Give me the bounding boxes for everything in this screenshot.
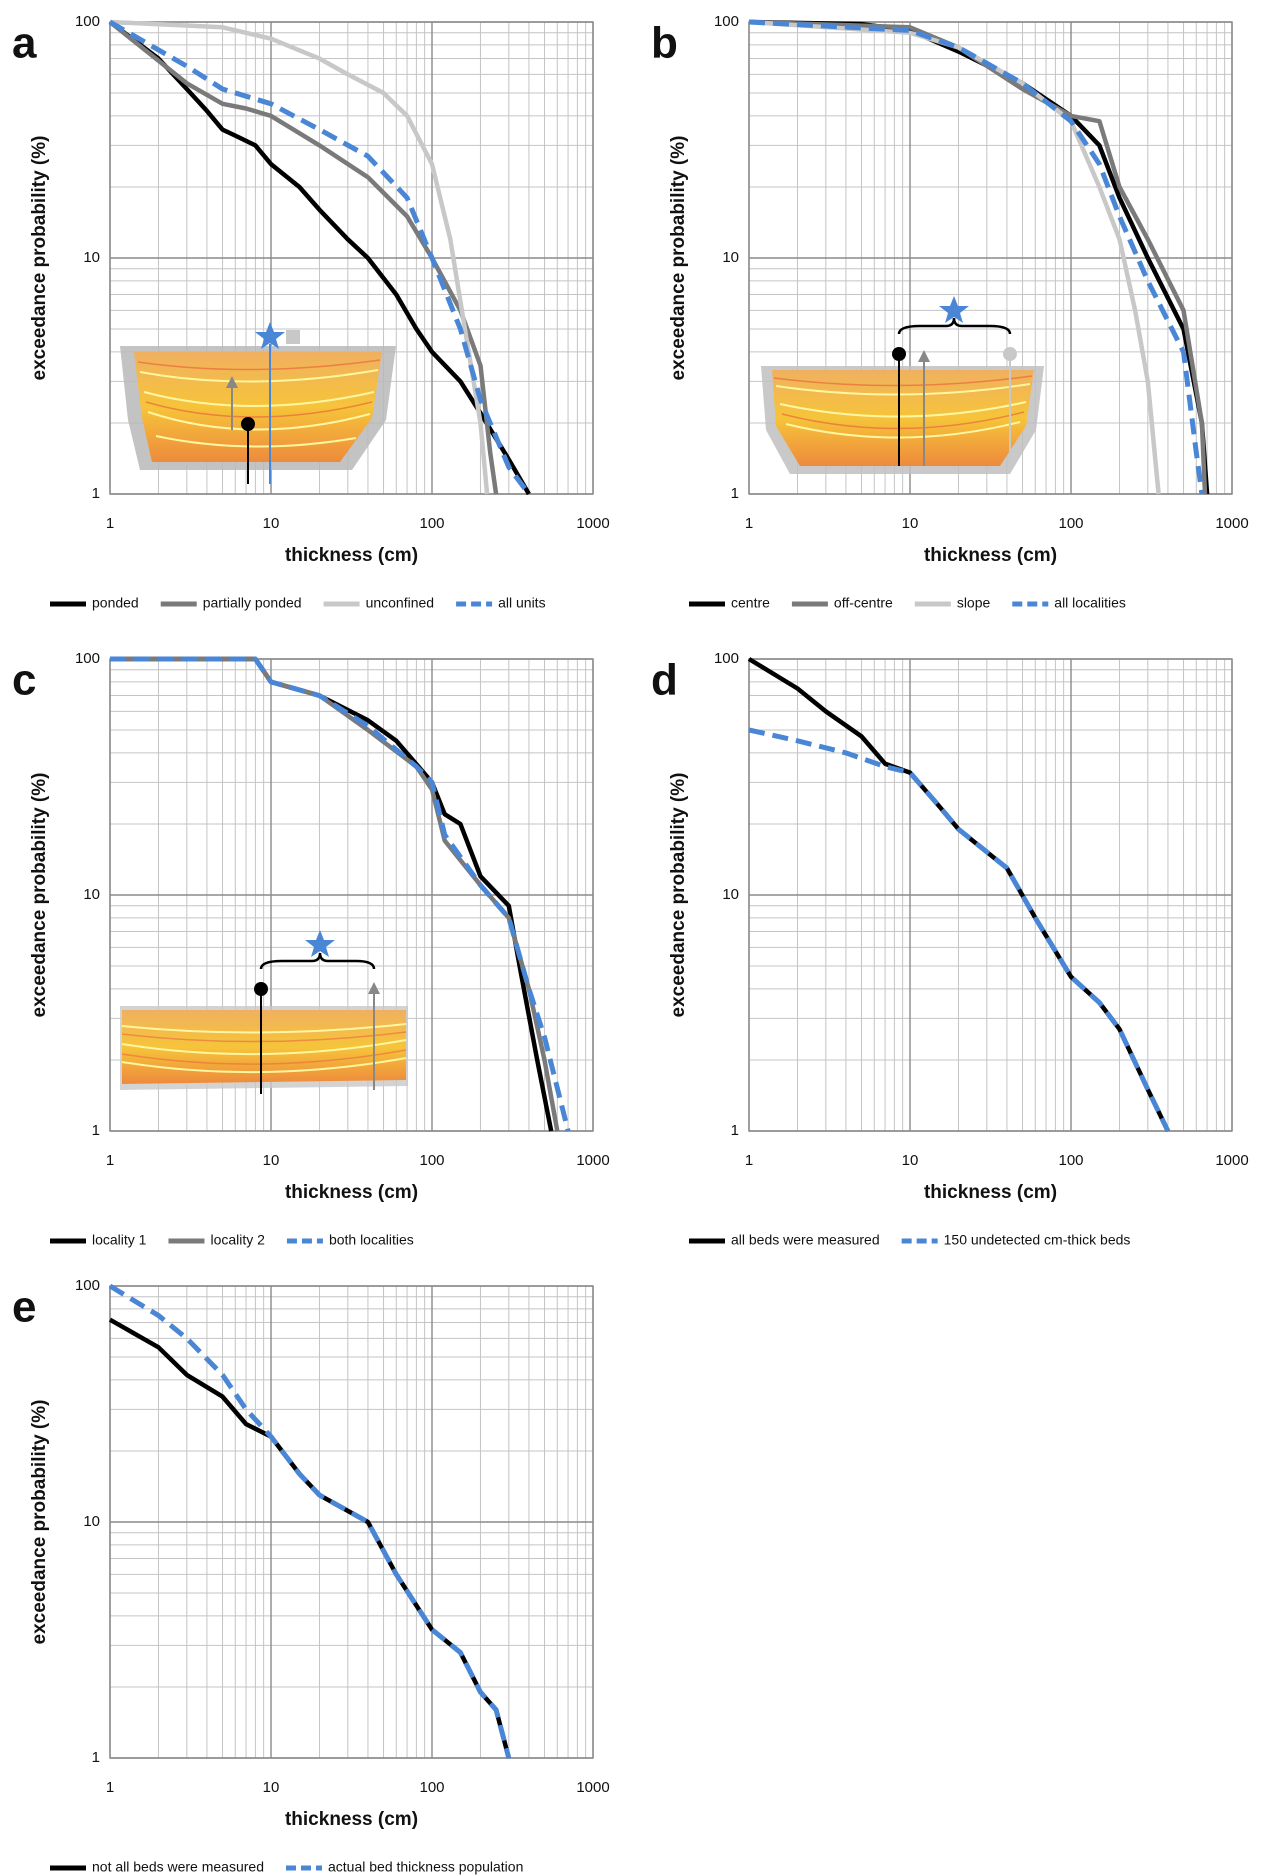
legend-label: locality 2 xyxy=(210,1232,265,1248)
y-tick-label: 10 xyxy=(722,249,739,266)
x-tick-label: 1 xyxy=(106,515,114,532)
y-axis-label: exceedance probability (%) xyxy=(29,136,50,381)
legend-label: not all beds were measured xyxy=(92,1859,264,1875)
panel-label: a xyxy=(12,19,37,68)
y-tick-label: 10 xyxy=(83,886,100,903)
y-tick-label: 1 xyxy=(92,1749,100,1766)
legend-label: all units xyxy=(498,595,545,611)
x-tick-label: 1000 xyxy=(576,1779,609,1796)
series-line xyxy=(109,19,490,495)
y-axis-label: exceedance probability (%) xyxy=(668,136,689,381)
x-tick-label: 100 xyxy=(1058,1152,1083,1169)
data-layer xyxy=(108,19,1210,1759)
y-tick-label: 1 xyxy=(731,485,739,502)
series-line xyxy=(108,20,499,495)
x-axis-label: thickness (cm) xyxy=(285,545,418,566)
grid-layer xyxy=(109,21,1233,1759)
x-tick-label: 1000 xyxy=(1215,1152,1248,1169)
legend-label: locality 1 xyxy=(92,1232,147,1248)
x-axis-label: thickness (cm) xyxy=(924,545,1057,566)
x-tick-label: 100 xyxy=(419,1779,444,1796)
panel-label: b xyxy=(651,19,678,68)
x-tick-label: 10 xyxy=(263,515,280,532)
y-tick-label: 1 xyxy=(731,1122,739,1139)
series-line xyxy=(748,19,1161,495)
panel-label: c xyxy=(12,656,36,705)
y-axis-label: exceedance probability (%) xyxy=(29,773,50,1018)
x-tick-label: 1 xyxy=(745,1152,753,1169)
legend-label: centre xyxy=(731,595,770,611)
x-tick-label: 10 xyxy=(902,515,919,532)
x-tick-label: 1000 xyxy=(576,1152,609,1169)
legend-label: actual bed thickness population xyxy=(328,1859,523,1875)
x-tick-label: 1 xyxy=(745,515,753,532)
legend-label: both localities xyxy=(329,1232,414,1248)
y-tick-label: 100 xyxy=(75,13,100,30)
series-line xyxy=(110,656,571,1132)
inset-diagram xyxy=(761,296,1044,474)
y-tick-label: 10 xyxy=(722,886,739,903)
insets xyxy=(120,296,1044,1094)
y-tick-label: 100 xyxy=(75,650,100,667)
legend-label: partially ponded xyxy=(203,595,302,611)
y-tick-label: 100 xyxy=(75,1277,100,1294)
x-tick-label: 1 xyxy=(106,1152,114,1169)
plot-frame xyxy=(109,1285,594,1759)
x-tick-label: 1000 xyxy=(576,515,609,532)
inset-diagram xyxy=(120,322,396,484)
x-tick-label: 10 xyxy=(263,1779,280,1796)
series-line xyxy=(108,20,531,496)
y-tick-label: 10 xyxy=(83,249,100,266)
y-axis-label: exceedance probability (%) xyxy=(29,1400,50,1645)
plot-frame xyxy=(109,658,594,1132)
x-axis-label: thickness (cm) xyxy=(285,1182,418,1203)
text-layer: 1 10 100 1000 1 10 100 a thickness (cm) exceedanc… xyxy=(12,13,1249,1875)
legend-label: all localities xyxy=(1054,595,1126,611)
x-axis-label: thickness (cm) xyxy=(924,1182,1057,1203)
legend-label: slope xyxy=(957,595,991,611)
plot-frame xyxy=(748,658,1233,1132)
x-axis-label: thickness (cm) xyxy=(285,1809,418,1830)
legend-label: off-centre xyxy=(834,595,893,611)
plot-frame xyxy=(109,21,594,495)
plot-frame xyxy=(748,21,1233,495)
x-tick-label: 100 xyxy=(419,1152,444,1169)
series-line xyxy=(748,727,1171,1133)
y-axis-label: exceedance probability (%) xyxy=(668,773,689,1018)
legend-label: 150 undetected cm-thick beds xyxy=(944,1232,1131,1248)
x-tick-label: 100 xyxy=(1058,515,1083,532)
x-tick-label: 1000 xyxy=(1215,515,1248,532)
series-line xyxy=(748,19,1205,495)
series-line xyxy=(108,1317,511,1759)
inset-diagram xyxy=(120,930,408,1094)
legend-label: ponded xyxy=(92,595,139,611)
y-tick-label: 1 xyxy=(92,485,100,502)
x-tick-label: 1 xyxy=(106,1779,114,1796)
y-tick-label: 100 xyxy=(714,650,739,667)
x-tick-label: 10 xyxy=(902,1152,919,1169)
y-tick-label: 10 xyxy=(83,1513,100,1530)
panel-label: d xyxy=(651,656,678,705)
series-line xyxy=(108,1283,512,1759)
y-tick-label: 1 xyxy=(92,1122,100,1139)
x-tick-label: 100 xyxy=(419,515,444,532)
y-tick-label: 100 xyxy=(714,13,739,30)
legend-label: unconfined xyxy=(366,595,435,611)
series-line xyxy=(108,19,531,496)
panel-label: e xyxy=(12,1283,36,1332)
legend-label: all beds were measured xyxy=(731,1232,880,1248)
x-tick-label: 10 xyxy=(263,1152,280,1169)
